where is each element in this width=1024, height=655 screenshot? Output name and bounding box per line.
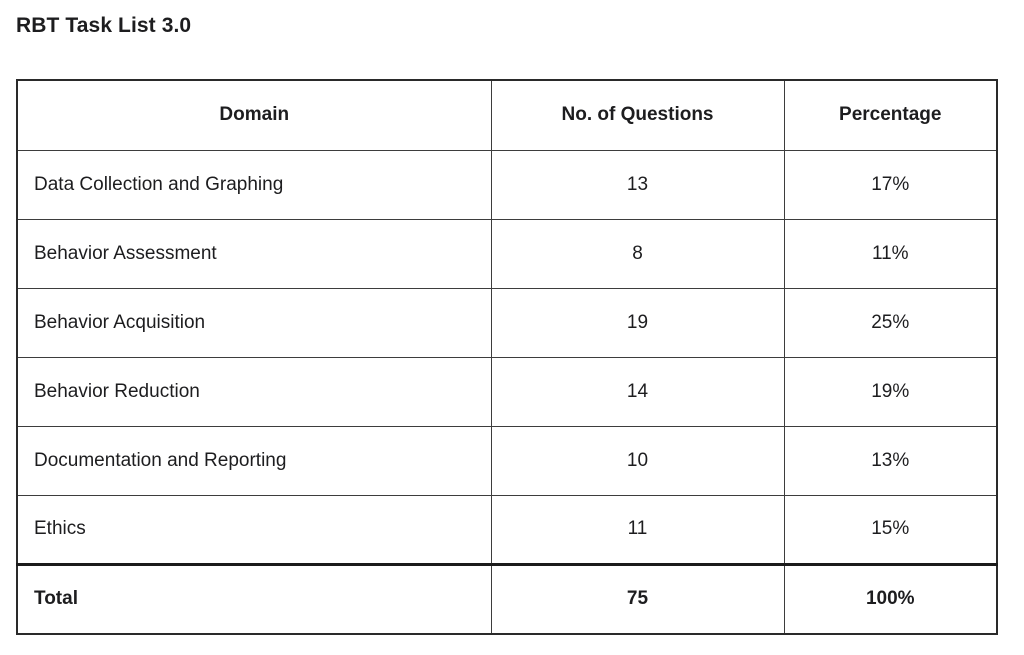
table-row: Ethics 11 15% xyxy=(16,494,998,565)
domain-cell: Behavior Reduction xyxy=(16,356,492,427)
domain-cell: Behavior Assessment xyxy=(16,218,492,289)
total-percentage-cell: 100% xyxy=(783,562,998,635)
domain-cell: Data Collection and Graphing xyxy=(16,149,492,220)
percentage-cell: 25% xyxy=(783,287,998,358)
column-header-domain: Domain xyxy=(16,79,492,151)
domain-cell: Documentation and Reporting xyxy=(16,425,492,496)
questions-cell: 13 xyxy=(490,149,785,220)
percentage-cell: 11% xyxy=(783,218,998,289)
table-row: Behavior Reduction 14 19% xyxy=(16,356,998,427)
rbt-task-list-table: Domain No. of Questions Percentage Data … xyxy=(16,79,998,635)
total-label-cell: Total xyxy=(16,562,492,635)
domain-cell: Behavior Acquisition xyxy=(16,287,492,358)
domain-cell: Ethics xyxy=(16,494,492,565)
column-header-questions: No. of Questions xyxy=(490,79,785,151)
table-total-row: Total 75 100% xyxy=(16,562,998,635)
percentage-cell: 17% xyxy=(783,149,998,220)
questions-cell: 11 xyxy=(490,494,785,565)
percentage-cell: 15% xyxy=(783,494,998,565)
questions-cell: 14 xyxy=(490,356,785,427)
table-row: Documentation and Reporting 10 13% xyxy=(16,425,998,496)
page-title: RBT Task List 3.0 xyxy=(16,14,192,37)
percentage-cell: 13% xyxy=(783,425,998,496)
questions-cell: 10 xyxy=(490,425,785,496)
table-header-row: Domain No. of Questions Percentage xyxy=(16,79,998,151)
column-header-percentage: Percentage xyxy=(783,79,998,151)
percentage-cell: 19% xyxy=(783,356,998,427)
questions-cell: 19 xyxy=(490,287,785,358)
questions-cell: 8 xyxy=(490,218,785,289)
total-questions-cell: 75 xyxy=(490,562,785,635)
table-row: Data Collection and Graphing 13 17% xyxy=(16,149,998,220)
table-row: Behavior Acquisition 19 25% xyxy=(16,287,998,358)
table-row: Behavior Assessment 8 11% xyxy=(16,218,998,289)
